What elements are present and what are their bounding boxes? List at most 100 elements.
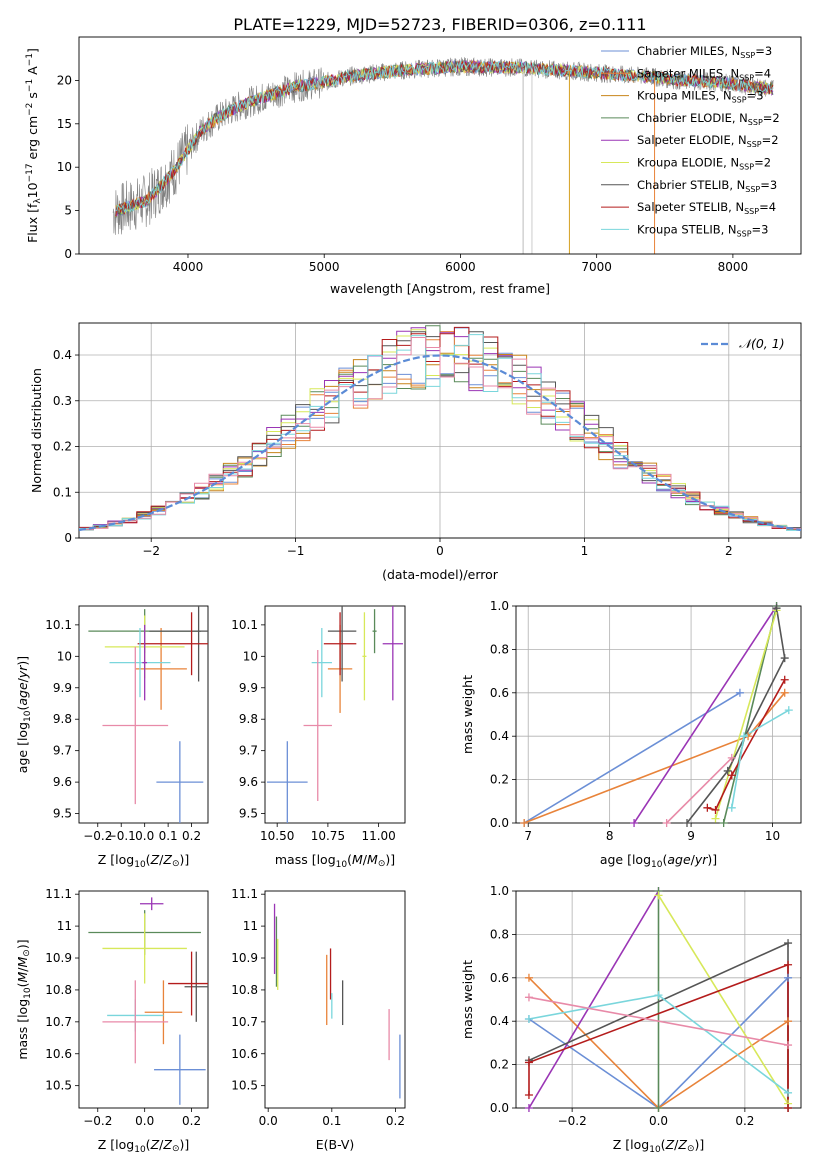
legend-sub: SSP	[748, 118, 763, 127]
y-tick-label: 0	[64, 531, 72, 545]
y-tick-label: 10	[243, 649, 258, 663]
x-tick-label: 4000	[173, 260, 204, 274]
weight-marker	[784, 960, 793, 969]
x-axis-label-text: Z [log	[98, 852, 134, 867]
y-axis-label-part: 10	[25, 182, 40, 198]
legend-sub: SSP	[732, 96, 747, 105]
y-tick-label: 0.8	[490, 642, 509, 656]
x-tick-label: 10	[765, 829, 780, 843]
y-tick-label: 0.6	[490, 971, 509, 985]
legend-n-prefix: , N	[724, 44, 740, 58]
legend-eq: =	[755, 44, 765, 58]
weight-marker	[723, 766, 732, 775]
legend-entry: Kroupa MILES, NSSP=3	[637, 89, 764, 105]
x-tick-label: 0.0	[649, 1114, 668, 1128]
y-tick-label: 1.0	[490, 884, 509, 898]
axes-frame	[264, 890, 406, 1109]
y-axis-label-part: A	[25, 66, 40, 79]
x-tick-label: 0.0	[259, 1114, 278, 1128]
legend-eq: =	[752, 222, 762, 236]
y-axis-label-text: age [log	[15, 722, 30, 773]
y-tick-label: 0.4	[490, 1014, 509, 1028]
weight-line	[523, 692, 786, 823]
x-tick-label: 8000	[718, 260, 749, 274]
y-tick-label: 10.6	[45, 1047, 72, 1061]
weight-marker	[784, 1041, 793, 1050]
figure-title: PLATE=1229, MJD=52723, FIBERID=0306, z=0…	[233, 15, 646, 34]
y-axis-label-part: −1	[25, 53, 35, 66]
x-axis-label-sub: 10	[649, 1145, 661, 1155]
x-tick-label: −0.2	[83, 829, 112, 843]
y-axis-label-text: mass weight	[460, 675, 475, 754]
y-tick-label: 9.5	[239, 807, 258, 821]
x-axis-label-text: (data-model)/error	[382, 567, 499, 582]
x-tick-label: 10.75	[311, 829, 345, 843]
x-axis-label: wavelength [Angstrom, rest frame]	[330, 281, 550, 296]
model-spectrum	[115, 60, 773, 218]
legend-n-prefix: , N	[731, 133, 747, 147]
x-tick-label: 1	[581, 544, 589, 558]
y-tick-label: 0.1	[53, 485, 72, 499]
y-axis-label-text: Normed distribution	[29, 368, 44, 493]
x-tick-label: 2	[725, 544, 733, 558]
x-axis-label: (data-model)/error	[382, 567, 499, 582]
y-axis-label-part: Flux [f	[25, 203, 40, 243]
y-axis-label-part: −1	[25, 79, 35, 92]
y-tick-label: 0.4	[53, 348, 72, 362]
legend-eq: =	[754, 156, 764, 170]
plot-area	[523, 606, 790, 823]
y-axis-label: mass [log10(M/M⊙)]	[15, 939, 33, 1059]
weight-line	[707, 679, 786, 811]
plot-area	[112, 57, 774, 254]
x-tick-label: −0.1	[107, 829, 136, 843]
weight-marker	[703, 803, 712, 812]
legend-eq: =	[754, 66, 764, 80]
x-tick-label: 5000	[309, 260, 340, 274]
weight-marker	[662, 819, 671, 827]
weight-marker	[654, 991, 663, 1000]
weight-marker	[524, 973, 533, 982]
x-tick-label: 0	[436, 544, 444, 558]
y-tick-label: 0.2	[53, 440, 72, 454]
legend-sub: SSP	[747, 140, 762, 149]
legend-entry: Chabrier MILES, NSSP=3	[637, 44, 772, 60]
y-tick-label: 0.2	[490, 773, 509, 787]
y-tick-label: 10.5	[231, 1079, 258, 1093]
x-tick-label: −1	[287, 544, 305, 558]
legend-n: 3	[756, 89, 763, 103]
legend-n: 3	[761, 222, 768, 236]
age-vs-mass-panel: 10.50 10.75 11.00 9.5 9.6 9.7 9.8 9.9 10 10.1 mass…	[231, 605, 406, 870]
legend-n: 3	[770, 178, 777, 192]
x-tick-label: −0.2	[558, 1114, 587, 1128]
y-tick-label: 10.8	[231, 983, 258, 997]
weight-marker	[772, 604, 781, 613]
weight-marker	[654, 1104, 663, 1112]
x-tick-label: 7	[524, 829, 532, 843]
legend-entry: Kroupa ELODIE, NSSP=2	[637, 156, 771, 172]
y-tick-label: 10.9	[231, 951, 258, 965]
x-axis-label-sub: 10	[134, 860, 146, 870]
y-tick-label: 0.0	[490, 816, 509, 830]
weight-marker	[727, 771, 736, 780]
weight-marker	[524, 1058, 533, 1067]
weight-marker	[520, 819, 529, 827]
x-axis-label-text: Z [log	[613, 1137, 649, 1152]
legend-entry: Salpeter MILES, NSSP=4	[637, 66, 771, 82]
y-tick-label: 0.0	[490, 1101, 509, 1115]
x-axis-label: Z [log10(Z/Z⊙)]	[98, 852, 190, 870]
model-spectrum	[115, 60, 774, 214]
weight-marker	[524, 1104, 533, 1112]
weight-line	[528, 996, 789, 1046]
y-tick-label: 9.7	[53, 744, 72, 758]
legend-n-prefix: , N	[729, 178, 745, 192]
x-axis-label: Z [log10(Z/Z⊙)]	[613, 1137, 705, 1155]
x-axis-label-tail: (Z/Z⊙)]	[146, 852, 190, 869]
x-axis-label: Z [log10(Z/Z⊙)]	[98, 1137, 190, 1155]
weight-line	[657, 894, 789, 1105]
weight-marker	[735, 688, 744, 697]
legend-n-prefix: , N	[721, 222, 737, 236]
x-tick-label: 0.2	[735, 1114, 754, 1128]
y-tick-label: 10.7	[45, 1015, 72, 1029]
x-axis-label: age [log10(age/yr)]	[600, 852, 717, 870]
